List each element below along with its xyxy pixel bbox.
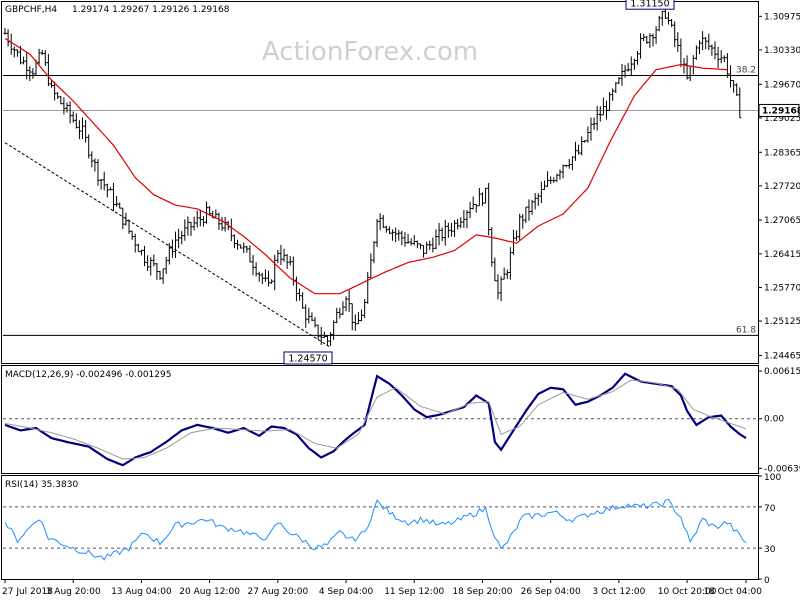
price-tick-label: 1.28365 [764,148,800,158]
x-tick-label: 4 Sep 04:00 [319,587,374,597]
rsi-title: RSI(14) 35.3830 [5,480,78,490]
x-tick-label: 3 Oct 12:00 [592,587,645,597]
x-tick-label: 13 Aug 04:00 [111,587,172,597]
rsi-tick-label: 30 [764,545,776,555]
x-tick-label: 20 Aug 12:00 [179,587,240,597]
trend-line [4,142,331,348]
price-sma [4,37,728,295]
price-tick-label: 1.26415 [764,250,800,260]
price-axis: 1.30975 1.30330 1.29670 1.29025 1.28365 1.277… [758,12,800,361]
macd-axis: 0.006152 0.00 -0.006396 [758,367,800,474]
rsi-tick-label: 0 [764,576,770,586]
price-tick-label: 1.27720 [764,182,800,192]
macd-tick-label: -0.006396 [764,464,800,474]
watermark: ActionForex.com [262,37,478,67]
x-tick-label: 27 Jul 2018 [2,587,53,597]
rsi-axis: 100 70 30 0 [758,473,781,586]
macd-tick-label: 0.006152 [764,367,800,377]
price-tick-label: 1.29670 [764,80,800,90]
fib-level-label: 61.8 [736,325,756,335]
price-annotation-label: 1.24570 [288,353,327,364]
price-annotation-box [625,0,675,10]
x-tick-label: 18 Sep 20:00 [452,587,512,597]
current-price-label: 1.29168 [762,106,800,116]
macd-line [4,372,747,467]
price-annotation-label: 1.31150 [630,0,669,10]
price-panel-frame [1,1,759,364]
macd-panel-frame [1,365,759,474]
x-tick-label: 10 Oct 20:00 [658,587,717,597]
rsi-panel-frame [1,475,759,580]
rsi-tick-label: 100 [764,473,781,483]
price-tick-label: 1.27065 [764,216,800,226]
rsi-line [4,498,747,561]
price-tick-label: 1.25125 [764,317,800,327]
x-tick-label: 3 Aug 20:00 [46,587,101,597]
fib-level-label: 38.2 [736,65,756,75]
macd-tick-label: 0.00 [764,415,784,425]
rsi-tick-label: 70 [764,504,776,514]
price-annotations: 1.31150 1.24570 [283,0,675,365]
ohlc-values: 1.29174 1.29267 1.29126 1.29168 [72,5,230,15]
price-tick-label: 1.30975 [764,12,800,22]
symbol-timeframe: GBPCHF,H4 [5,5,57,15]
macd-title: MACD(12,26,9) -0.002496 -0.001295 [5,370,171,380]
x-tick-label: 26 Sep 04:00 [521,587,581,597]
x-tick-label: 11 Sep 12:00 [384,587,444,597]
price-tick-label: 1.24465 [764,351,800,361]
price-tick-label: 1.25770 [764,283,800,293]
price-candles [3,7,742,346]
price-tick-label: 1.30330 [764,46,800,56]
current-price-box [758,103,800,117]
price-trendline [4,142,331,348]
price-levels: 38.2 61.8 [3,65,758,336]
macd-signal-line [4,379,747,460]
sma-line [4,37,728,295]
price-annotation-box [283,351,333,365]
x-tick-label: 27 Aug 20:00 [247,587,308,597]
x-tick-label: 18 Oct 04:00 [703,587,762,597]
price-tick-label: 1.29025 [764,114,800,124]
rsi-series [4,498,747,561]
macd-series [4,372,747,467]
